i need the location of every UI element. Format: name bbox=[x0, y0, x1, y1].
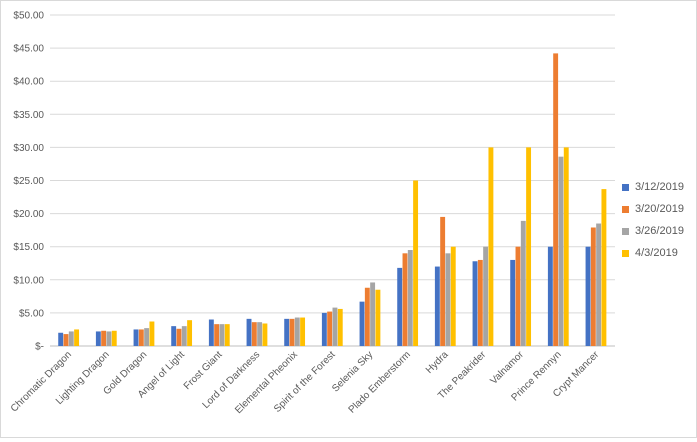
x-tick-label: Valnamor bbox=[488, 349, 526, 387]
bar bbox=[337, 308, 343, 346]
bar bbox=[171, 326, 177, 346]
bar bbox=[601, 189, 607, 346]
bar bbox=[596, 223, 602, 346]
bar bbox=[359, 301, 365, 346]
bar bbox=[262, 323, 268, 346]
bar bbox=[327, 311, 333, 346]
bar bbox=[300, 317, 306, 346]
bar bbox=[472, 261, 478, 346]
bar bbox=[95, 331, 101, 346]
y-tick-label: $30.00 bbox=[13, 143, 44, 154]
bar bbox=[246, 318, 252, 346]
y-tick-label: $45.00 bbox=[13, 44, 44, 55]
x-tick-label: Chromatic Dragon bbox=[9, 349, 74, 414]
bar bbox=[251, 322, 257, 346]
bar bbox=[585, 246, 591, 346]
bar bbox=[208, 319, 214, 346]
bar bbox=[413, 180, 419, 346]
y-tick-label: $15.00 bbox=[13, 242, 44, 253]
legend-swatch bbox=[622, 183, 629, 191]
bar bbox=[294, 317, 300, 346]
bar bbox=[106, 331, 112, 346]
legend-item: 3/12/2019 bbox=[622, 176, 684, 198]
bar bbox=[402, 253, 408, 346]
bar bbox=[138, 329, 144, 346]
bar bbox=[332, 307, 338, 346]
bar bbox=[370, 282, 376, 346]
bar bbox=[590, 227, 596, 346]
bar bbox=[515, 246, 521, 346]
legend-label: 4/3/2019 bbox=[635, 247, 678, 259]
bar bbox=[364, 287, 370, 346]
bar bbox=[187, 320, 193, 346]
bar bbox=[445, 253, 451, 346]
bar bbox=[450, 246, 456, 346]
bar bbox=[214, 324, 220, 346]
y-tick-label: $5.00 bbox=[19, 308, 44, 319]
bar bbox=[101, 330, 107, 346]
bar bbox=[547, 246, 553, 346]
bar bbox=[289, 318, 295, 346]
legend-label: 3/20/2019 bbox=[635, 203, 684, 215]
x-tick-label: Hydra bbox=[424, 349, 451, 376]
y-tick-label: $50.00 bbox=[13, 11, 44, 22]
y-tick-label: $35.00 bbox=[13, 110, 44, 121]
bar bbox=[483, 246, 489, 346]
legend: 3/12/2019 3/20/2019 3/26/2019 4/3/2019 bbox=[622, 176, 684, 264]
bar bbox=[510, 259, 516, 346]
bar bbox=[558, 156, 564, 346]
bar bbox=[520, 220, 526, 346]
bar bbox=[181, 326, 187, 346]
legend-item: 3/20/2019 bbox=[622, 198, 684, 220]
y-tick-label: $10.00 bbox=[13, 275, 44, 286]
bar bbox=[63, 334, 69, 346]
y-tick-label: $- bbox=[35, 342, 44, 353]
legend-item: 3/26/2019 bbox=[622, 220, 684, 242]
bar bbox=[397, 267, 403, 346]
y-tick-label: $40.00 bbox=[13, 77, 44, 88]
bar bbox=[176, 328, 182, 346]
bar bbox=[58, 332, 64, 346]
bar bbox=[321, 312, 327, 346]
bar bbox=[553, 53, 559, 347]
legend-swatch bbox=[622, 205, 629, 213]
bar bbox=[477, 259, 483, 346]
legend-label: 3/12/2019 bbox=[635, 181, 684, 193]
bar bbox=[111, 330, 117, 346]
bar bbox=[440, 216, 446, 346]
bar bbox=[407, 250, 413, 346]
y-tick-label: $20.00 bbox=[13, 209, 44, 220]
bar bbox=[219, 324, 225, 346]
bar bbox=[526, 147, 532, 346]
bar bbox=[375, 289, 381, 346]
legend-item: 4/3/2019 bbox=[622, 242, 684, 264]
bar bbox=[74, 329, 80, 346]
legend-label: 3/26/2019 bbox=[635, 225, 684, 237]
bar bbox=[284, 318, 290, 346]
legend-swatch bbox=[622, 227, 629, 235]
bar bbox=[488, 147, 494, 346]
bar bbox=[434, 266, 440, 346]
bar bbox=[563, 147, 569, 346]
bar bbox=[224, 324, 230, 346]
bar bbox=[68, 331, 74, 346]
bar bbox=[149, 321, 155, 346]
legend-swatch bbox=[622, 249, 629, 257]
bar bbox=[257, 322, 263, 346]
bar bbox=[144, 328, 150, 346]
y-tick-label: $25.00 bbox=[13, 176, 44, 187]
bar bbox=[133, 329, 139, 346]
